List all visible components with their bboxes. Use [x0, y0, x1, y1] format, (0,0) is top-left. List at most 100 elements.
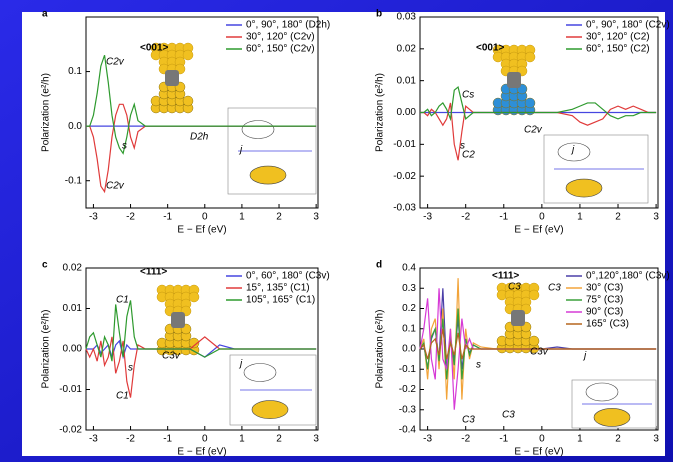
x-axis-label: E − Ef (eV) — [514, 225, 563, 236]
annotation: C2v — [106, 181, 125, 192]
series-line — [86, 55, 317, 155]
legend-label: 30°, 120° (C2v) — [246, 32, 315, 43]
y-tick-label: 0.3 — [402, 283, 416, 294]
x-tick-label: -2 — [461, 434, 470, 445]
x-tick-label: -2 — [126, 212, 135, 223]
y-axis-label: Polarization (e²/h) — [41, 310, 52, 389]
molecule-core — [511, 310, 525, 326]
x-tick-label: 0 — [202, 434, 208, 445]
inset-molecule — [249, 165, 287, 185]
legend-label: 0°,120°,180° (C3v) — [586, 271, 670, 282]
y-tick-label: -0.4 — [399, 425, 417, 436]
legend-label: 60°, 150° (C2v) — [246, 44, 315, 55]
legend-label: 0°, 90°, 180° (D2h) — [246, 20, 330, 31]
inset-molecule — [593, 408, 631, 427]
atom — [182, 49, 194, 61]
panel-area — [22, 12, 665, 456]
x-tick-label: -1 — [163, 434, 172, 445]
atom — [528, 289, 540, 301]
y-tick-label: 0.0 — [402, 344, 416, 355]
annotation: C3v — [162, 351, 181, 362]
annotation: C3 — [462, 415, 475, 426]
y-tick-label: -0.01 — [59, 384, 82, 395]
annotation: Cs — [462, 90, 474, 101]
x-tick-label: 1 — [577, 212, 583, 223]
legend-label: 30° (C3) — [586, 283, 623, 294]
x-axis-label: E − Ef (eV) — [177, 447, 226, 458]
legend-label: 0°, 60°, 180° (C3v) — [246, 271, 330, 282]
inset-molecule — [251, 400, 289, 419]
y-tick-label: 0.02 — [63, 263, 83, 274]
panel-label: b — [376, 9, 382, 20]
legend-label: 30°, 120° (C2) — [586, 32, 650, 43]
annotation: C2v — [524, 125, 543, 136]
x-tick-label: 3 — [653, 212, 659, 223]
series-line — [419, 328, 657, 360]
x-tick-label: -2 — [126, 434, 135, 445]
y-tick-label: 0.02 — [397, 43, 417, 54]
x-tick-label: 1 — [239, 212, 245, 223]
y-tick-label: 0.00 — [63, 344, 83, 355]
series-line — [420, 85, 657, 122]
y-tick-label: 0.4 — [402, 263, 416, 274]
x-tick-label: -3 — [89, 212, 98, 223]
annotation: <001> — [140, 43, 169, 54]
annotation: D2h — [190, 132, 209, 143]
y-axis-label: Polarization (e²/h) — [375, 310, 386, 389]
panel-label: d — [376, 260, 382, 271]
annotation: j — [238, 145, 243, 156]
y-tick-label: -0.1 — [65, 175, 83, 186]
annotation: C1 — [116, 295, 129, 306]
y-tick-label: 0.1 — [402, 323, 416, 334]
legend-label: 15°, 135° (C1) — [246, 283, 310, 294]
y-tick-label: 0.01 — [397, 75, 417, 86]
annotation: <111> — [140, 267, 167, 278]
inset-molecule — [241, 120, 275, 139]
x-tick-label: 3 — [313, 212, 319, 223]
x-tick-label: -3 — [423, 434, 432, 445]
y-axis-label: Polarization (e²/h) — [41, 73, 52, 152]
molecule-core — [171, 312, 185, 328]
annotation: C2v — [106, 57, 125, 68]
y-tick-label: 0.00 — [397, 107, 417, 118]
x-tick-label: 0 — [539, 434, 545, 445]
y-tick-label: 0.1 — [68, 66, 82, 77]
x-tick-label: -1 — [163, 212, 172, 223]
legend-label: 90° (C3) — [586, 307, 623, 318]
annotation: s — [460, 141, 465, 152]
annotation: C3 — [548, 283, 561, 294]
inset-molecule — [243, 363, 277, 382]
x-tick-label: -1 — [499, 212, 508, 223]
annotation: <111> — [492, 271, 519, 282]
x-tick-label: -2 — [461, 212, 470, 223]
y-tick-label: -0.02 — [59, 425, 82, 436]
atom — [188, 337, 200, 349]
x-tick-label: 2 — [276, 434, 282, 445]
annotation: s — [128, 363, 133, 374]
annotation: C3 — [502, 410, 515, 421]
x-axis-label: E − Ef (eV) — [177, 225, 226, 236]
annotation: j — [570, 145, 575, 156]
atom — [524, 51, 536, 63]
atom — [528, 335, 540, 347]
x-tick-label: 1 — [239, 434, 245, 445]
legend-label: 105°, 165° (C1) — [246, 295, 315, 306]
y-tick-label: -0.1 — [399, 364, 417, 375]
atom — [524, 97, 536, 109]
molecule-core — [165, 70, 179, 86]
annotation: s — [476, 360, 481, 371]
legend-label: 75° (C3) — [586, 295, 623, 306]
annotation: s — [122, 141, 127, 152]
legend-label: 165° (C3) — [586, 319, 629, 330]
y-tick-label: 0.2 — [402, 303, 416, 314]
legend-label: 60°, 150° (C2) — [586, 44, 650, 55]
x-axis-label: E − Ef (eV) — [514, 447, 563, 458]
x-tick-label: 0 — [202, 212, 208, 223]
x-tick-label: 2 — [615, 434, 621, 445]
inset-molecule — [585, 382, 619, 402]
panel-label: c — [42, 260, 48, 271]
molecule-core — [507, 72, 521, 88]
y-tick-label: -0.3 — [399, 404, 417, 415]
annotation: j — [238, 359, 243, 370]
